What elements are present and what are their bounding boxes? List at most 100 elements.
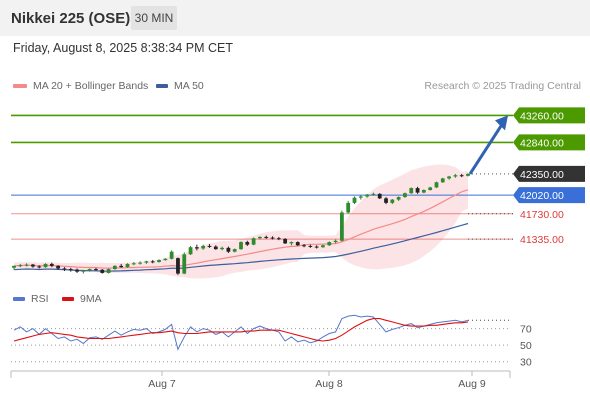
candle-body — [194, 247, 199, 249]
candle-body — [182, 254, 187, 274]
candle-body — [81, 270, 86, 272]
candle-body — [251, 238, 256, 245]
candle-body — [434, 182, 439, 188]
candle-body — [403, 193, 407, 198]
legend-bollinger-swatch — [13, 84, 27, 89]
header-bar: Nikkei 225 (OSE) 30 MIN — [0, 0, 590, 36]
candle-body — [276, 238, 281, 240]
price-tag-label-41730.00: 41730.00 — [520, 209, 564, 221]
candle-body — [421, 190, 426, 193]
x-tick-label: Aug 9 — [458, 378, 486, 390]
legend-rsi-swatch — [13, 297, 25, 302]
price-tag-42840.00 — [513, 134, 585, 151]
candle-body — [87, 269, 92, 271]
legend-bollinger-label: MA 20 + Bollinger Bands — [33, 80, 149, 92]
candle-body — [346, 202, 351, 213]
candles — [12, 173, 470, 275]
candle-body — [144, 261, 149, 263]
candle-body — [239, 242, 243, 250]
candle-body — [409, 188, 414, 194]
candle-body — [440, 178, 445, 183]
legend-bollinger: MA 20 + Bollinger Bands — [13, 80, 148, 92]
legend-9ma-swatch — [62, 297, 74, 302]
candle-body — [447, 176, 451, 179]
candle-body — [131, 263, 136, 265]
candle-body — [157, 260, 161, 262]
candle-body — [119, 265, 124, 268]
candle-body — [264, 236, 269, 238]
price-tag-43260.00 — [513, 107, 585, 124]
rsi-tick-label: 50 — [520, 340, 532, 352]
candle-body — [245, 242, 250, 245]
legend-9ma: 9MA — [62, 293, 102, 305]
candle-body — [213, 246, 218, 250]
projection-arrow-shaft — [468, 123, 504, 175]
candle-body — [125, 263, 130, 268]
candle-body — [94, 269, 98, 271]
candle-body — [100, 269, 105, 273]
candle-body — [163, 258, 168, 261]
candle-body — [207, 245, 212, 247]
candle-body — [18, 265, 23, 267]
projection-arrow-head — [495, 115, 508, 131]
candle-body — [314, 246, 319, 248]
candle-body — [62, 268, 67, 270]
candle-body — [371, 193, 376, 195]
candle-body — [466, 173, 470, 176]
candle-body — [283, 238, 288, 244]
instrument-title: Nikkei 225 (OSE) — [11, 10, 131, 27]
candle-body — [68, 269, 73, 271]
legend-ma50-label: MA 50 — [174, 80, 204, 92]
candle-body — [428, 187, 433, 190]
candle-body — [188, 247, 193, 255]
candle-body — [75, 269, 79, 272]
candle-body — [415, 188, 420, 193]
candle-body — [352, 197, 357, 203]
candle-body — [201, 245, 206, 249]
legend-ma50: MA 50 — [156, 80, 204, 92]
candle-body — [226, 247, 231, 252]
legend-ma50-swatch — [156, 84, 168, 89]
price-tag-label-42840.00: 42840.00 — [520, 137, 564, 149]
ma20-line — [13, 189, 469, 269]
timeframe-button[interactable]: 30 MIN — [131, 6, 177, 30]
candle-body — [396, 197, 401, 200]
credit-text: Research © 2025 Trading Central — [424, 80, 581, 92]
candle-body — [390, 199, 395, 203]
rsi-panel: 70 50 30 — [11, 314, 532, 369]
candle-body — [459, 175, 464, 177]
candle-body — [358, 196, 363, 198]
candle-body — [112, 265, 117, 270]
candle-body — [270, 237, 275, 239]
price-tag-42350.00 — [513, 165, 585, 182]
candle-body — [289, 242, 294, 244]
candle-body — [308, 245, 313, 247]
candle-body — [220, 247, 224, 250]
price-tag-label-41335.00: 41335.00 — [520, 234, 564, 246]
rsi-line — [13, 314, 469, 351]
x-tick-label: Aug 8 — [315, 378, 343, 390]
candle-body — [56, 265, 61, 269]
candle-body — [49, 263, 54, 266]
bollinger-band-fill — [14, 164, 468, 279]
rsi-ma-line — [13, 318, 469, 342]
candle-body — [302, 245, 306, 247]
timestamp: Friday, August 8, 2025 8:38:34 PM CET — [13, 41, 234, 55]
candle-body — [327, 242, 332, 246]
candle-body — [37, 266, 42, 268]
candle-body — [43, 263, 48, 268]
candle-body — [333, 240, 338, 243]
candle-body — [31, 264, 35, 267]
candle-body — [295, 242, 300, 246]
candle-body — [339, 212, 344, 241]
price-tag-42020.00 — [513, 187, 585, 204]
bollinger-bands — [14, 164, 468, 279]
candle-body — [321, 245, 325, 248]
candle-body — [138, 262, 143, 264]
candle-body — [150, 261, 155, 263]
candle-body — [258, 236, 262, 239]
legend-rsi-label: RSI — [31, 293, 49, 305]
candle-body — [176, 258, 180, 274]
